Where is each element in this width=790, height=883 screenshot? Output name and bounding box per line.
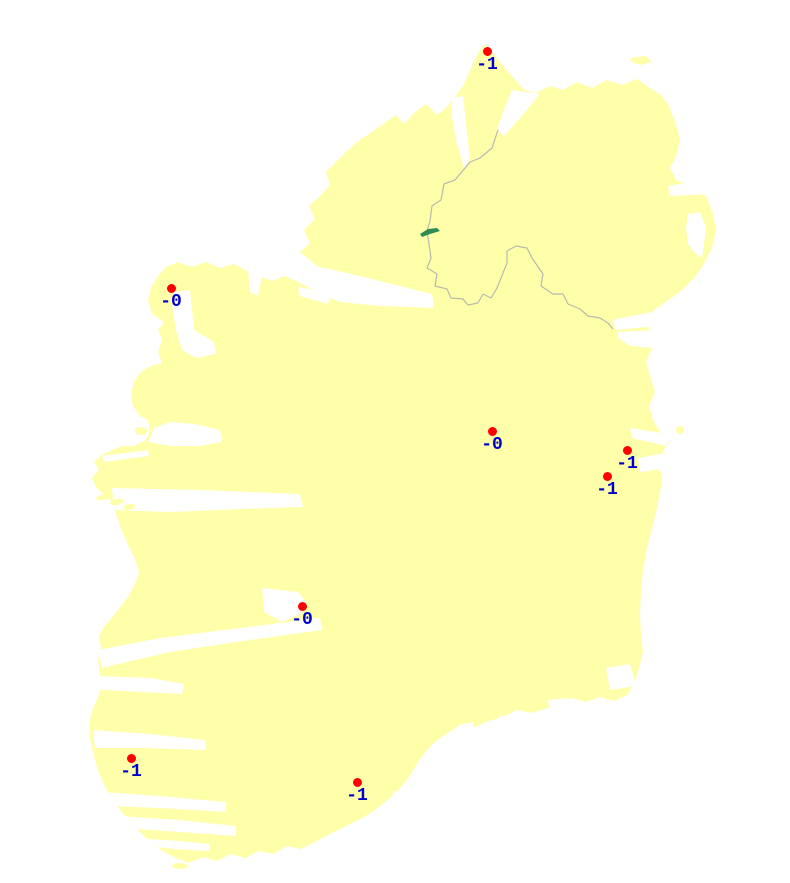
killala-bay [248, 270, 262, 296]
marker-value-label: -0 [160, 292, 182, 312]
blacksod-bay [172, 290, 216, 358]
marker-dot-icon [488, 427, 497, 436]
wexford-harbour [606, 664, 636, 690]
lough-swilly [451, 96, 470, 168]
marker-value-label: -1 [346, 786, 368, 806]
clew-bay [148, 422, 222, 446]
marker-value-label: -1 [596, 480, 618, 500]
marker-value-label: -0 [481, 435, 503, 455]
marker-value-label: -1 [476, 55, 498, 75]
sligo-bay [298, 287, 330, 304]
malahide-estuary [630, 428, 668, 446]
killary-harbour [102, 450, 149, 462]
dublin-bay [638, 452, 670, 472]
dundalk-bay [618, 330, 654, 348]
waterford-harbour [548, 698, 568, 716]
aran-island-1 [96, 493, 112, 501]
galway-bay [112, 488, 303, 512]
islands [96, 56, 684, 869]
marker-dot-icon [127, 754, 136, 763]
tralee-bay [98, 676, 184, 694]
clear-island [172, 863, 188, 869]
fergus-estuary [262, 588, 306, 622]
dingle-bay [93, 730, 206, 750]
marker-value-label: -1 [120, 762, 142, 782]
strangford-lough [686, 212, 706, 258]
youghal-bay [460, 722, 474, 738]
aran-island-3 [123, 503, 135, 511]
dunmanus-bay [134, 838, 210, 851]
carlingford-lough [612, 312, 656, 330]
marker-value-label: -0 [291, 610, 313, 630]
ni-border-line [426, 129, 614, 330]
shannon-estuary [98, 618, 322, 668]
clare-island [135, 427, 147, 435]
marker-dot-icon [298, 602, 307, 611]
kinsale-harbour [358, 816, 372, 832]
lambay-island [676, 426, 684, 434]
coastal-bays [93, 90, 714, 851]
marker-dot-icon [623, 446, 632, 455]
lough-erne-lake [420, 228, 440, 237]
cork-harbour [390, 786, 414, 812]
rathlin-island [630, 56, 652, 65]
landmass [89, 44, 716, 863]
marker-dot-icon [483, 47, 492, 56]
lough-foyle [497, 90, 540, 136]
marker-value-label: -1 [616, 454, 638, 474]
marker-dot-icon [353, 778, 362, 787]
bantry-bay [118, 816, 236, 836]
donegal-bay [314, 266, 434, 308]
marker-dot-icon [167, 284, 176, 293]
kenmare-river [102, 792, 226, 812]
dungarvan-bay [500, 712, 520, 726]
belfast-lough [668, 178, 714, 196]
marker-dot-icon [603, 472, 612, 481]
aran-island-2 [110, 498, 124, 506]
